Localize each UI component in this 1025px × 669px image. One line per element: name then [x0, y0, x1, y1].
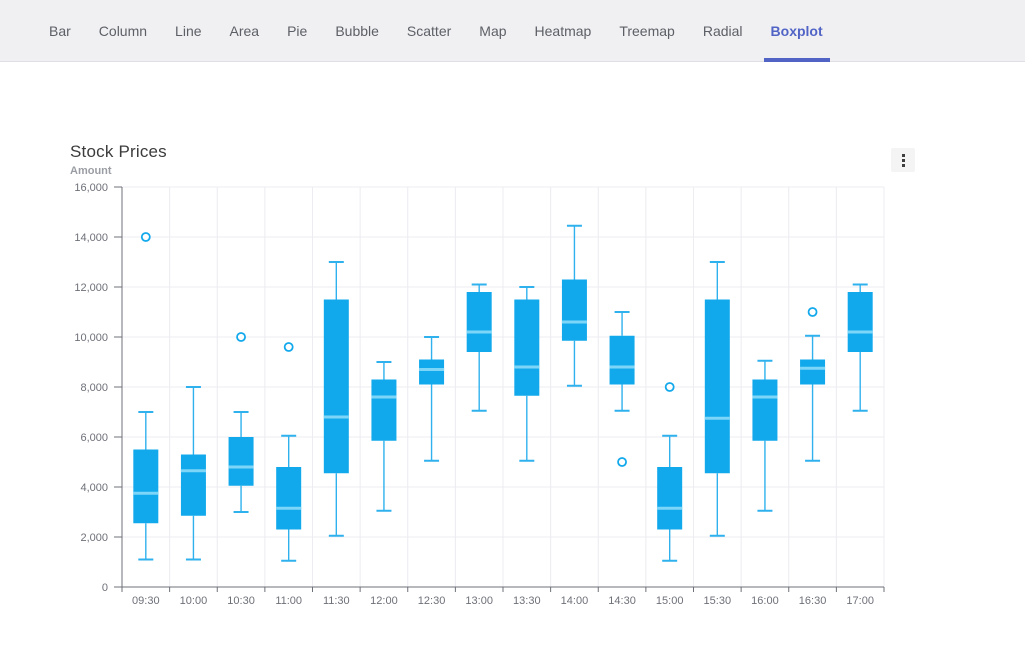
tab-line[interactable]: Line: [175, 22, 202, 39]
y-tick-label: 12,000: [74, 282, 108, 294]
x-tick-label: 10:00: [180, 595, 208, 607]
box-body: [466, 292, 492, 352]
box-body: [133, 449, 159, 524]
y-tick-label: 16,000: [74, 182, 108, 194]
tab-pie[interactable]: Pie: [287, 22, 308, 39]
tab-column[interactable]: Column: [98, 22, 148, 39]
y-tick-label: 10,000: [74, 332, 108, 344]
x-tick-label: 13:00: [465, 595, 493, 607]
boxplot-item-13:00[interactable]: [466, 283, 492, 412]
box-body: [704, 299, 730, 474]
box-body: [276, 467, 302, 530]
x-tick-label: 14:00: [561, 595, 589, 607]
x-tick-label: 10:30: [227, 595, 255, 607]
y-tick-label: 4,000: [80, 482, 108, 494]
boxplot-item-10:00[interactable]: [180, 386, 206, 561]
y-tick-label: 8,000: [80, 382, 108, 394]
x-tick-label: 15:00: [656, 595, 684, 607]
chart-title-block: Stock Prices Amount: [70, 142, 167, 177]
y-tick-label: 6,000: [80, 432, 108, 444]
x-tick-label: 17:00: [846, 595, 874, 607]
box-body: [323, 299, 349, 474]
outlier-point: [140, 232, 151, 242]
kebab-menu-icon: [901, 153, 905, 167]
box-body: [419, 359, 445, 385]
boxplot-item-16:00[interactable]: [752, 359, 778, 512]
boxplot-chart: 0 2,000 4,000 6,000 8,000 10,000 12,000 14,000 1…: [74, 182, 885, 607]
x-tick-label: 11:00: [275, 595, 302, 607]
box-body: [371, 379, 397, 441]
chart-title: Stock Prices: [70, 142, 167, 161]
x-tick-label: 11:30: [323, 595, 350, 607]
boxplot-item-15:30[interactable]: [704, 261, 730, 537]
x-tick-label: 15:30: [704, 595, 732, 607]
tab-map[interactable]: Map: [479, 22, 507, 39]
chart-type-tab-list: Bar Column Line Area Pie Bubble Scatter Map Heat…: [45, 0, 847, 62]
tab-treemap[interactable]: Treemap: [619, 22, 675, 39]
tab-bubble[interactable]: Bubble: [335, 22, 379, 39]
outlier-point: [236, 332, 246, 342]
tab-boxplot[interactable]: Boxplot: [763, 0, 830, 62]
boxplot-item-10:30[interactable]: [228, 332, 254, 513]
tab-area[interactable]: Area: [229, 22, 260, 39]
y-axis-name: Amount: [70, 165, 112, 177]
outlier-point: [807, 307, 818, 317]
box-body: [514, 299, 540, 396]
chart-menu-button[interactable]: [891, 148, 915, 172]
chart-header: Stock Prices Amount: [70, 142, 915, 179]
y-tick-label: 14,000: [74, 232, 108, 244]
boxplot-item-12:00[interactable]: [371, 361, 397, 512]
boxplot-item-12:30[interactable]: [419, 336, 445, 462]
box-body: [561, 279, 587, 341]
box-body: [752, 379, 778, 441]
boxplot-item-16:30[interactable]: [800, 307, 826, 462]
x-tick-label: 09:30: [132, 595, 160, 607]
x-tick-label: 16:30: [799, 595, 827, 607]
box-body: [228, 437, 254, 486]
box-body: [847, 292, 873, 352]
chart-type-nav: Bar Column Line Area Pie Bubble Scatter Map Heat…: [0, 0, 1025, 62]
box-body: [657, 467, 683, 530]
box-body: [800, 359, 826, 385]
y-tick-label: 2,000: [80, 532, 108, 544]
boxplot-item-11:00[interactable]: [276, 342, 302, 562]
box-body: [180, 454, 206, 516]
boxplot-item-17:00[interactable]: [847, 283, 873, 412]
outlier-point: [617, 457, 627, 467]
boxplot-item-09:30[interactable]: [133, 232, 159, 561]
x-tick-label: 14:30: [608, 595, 636, 607]
outlier-point: [664, 382, 675, 392]
tab-bar[interactable]: Bar: [49, 22, 71, 39]
boxplot-item-14:00[interactable]: [561, 224, 587, 387]
y-tick-label: 0: [102, 582, 108, 594]
x-tick-label: 13:30: [513, 595, 541, 607]
tab-heatmap[interactable]: Heatmap: [534, 22, 592, 39]
tab-scatter[interactable]: Scatter: [406, 22, 452, 39]
boxplot-item-11:30[interactable]: [323, 261, 349, 537]
boxplot-item-15:00[interactable]: [657, 382, 683, 562]
box-body: [609, 335, 635, 385]
boxplot-item-13:30[interactable]: [514, 286, 540, 462]
boxplot-chart-card: Stock Prices Amount 0 2,000 4,000 6,000 8,00…: [70, 142, 915, 621]
x-tick-label: 16:00: [751, 595, 779, 607]
x-tick-label: 12:30: [418, 595, 446, 607]
boxplot-item-14:30[interactable]: [609, 311, 635, 467]
outlier-point: [283, 342, 294, 352]
tab-radial[interactable]: Radial: [702, 22, 743, 39]
x-tick-label: 12:00: [370, 595, 398, 607]
